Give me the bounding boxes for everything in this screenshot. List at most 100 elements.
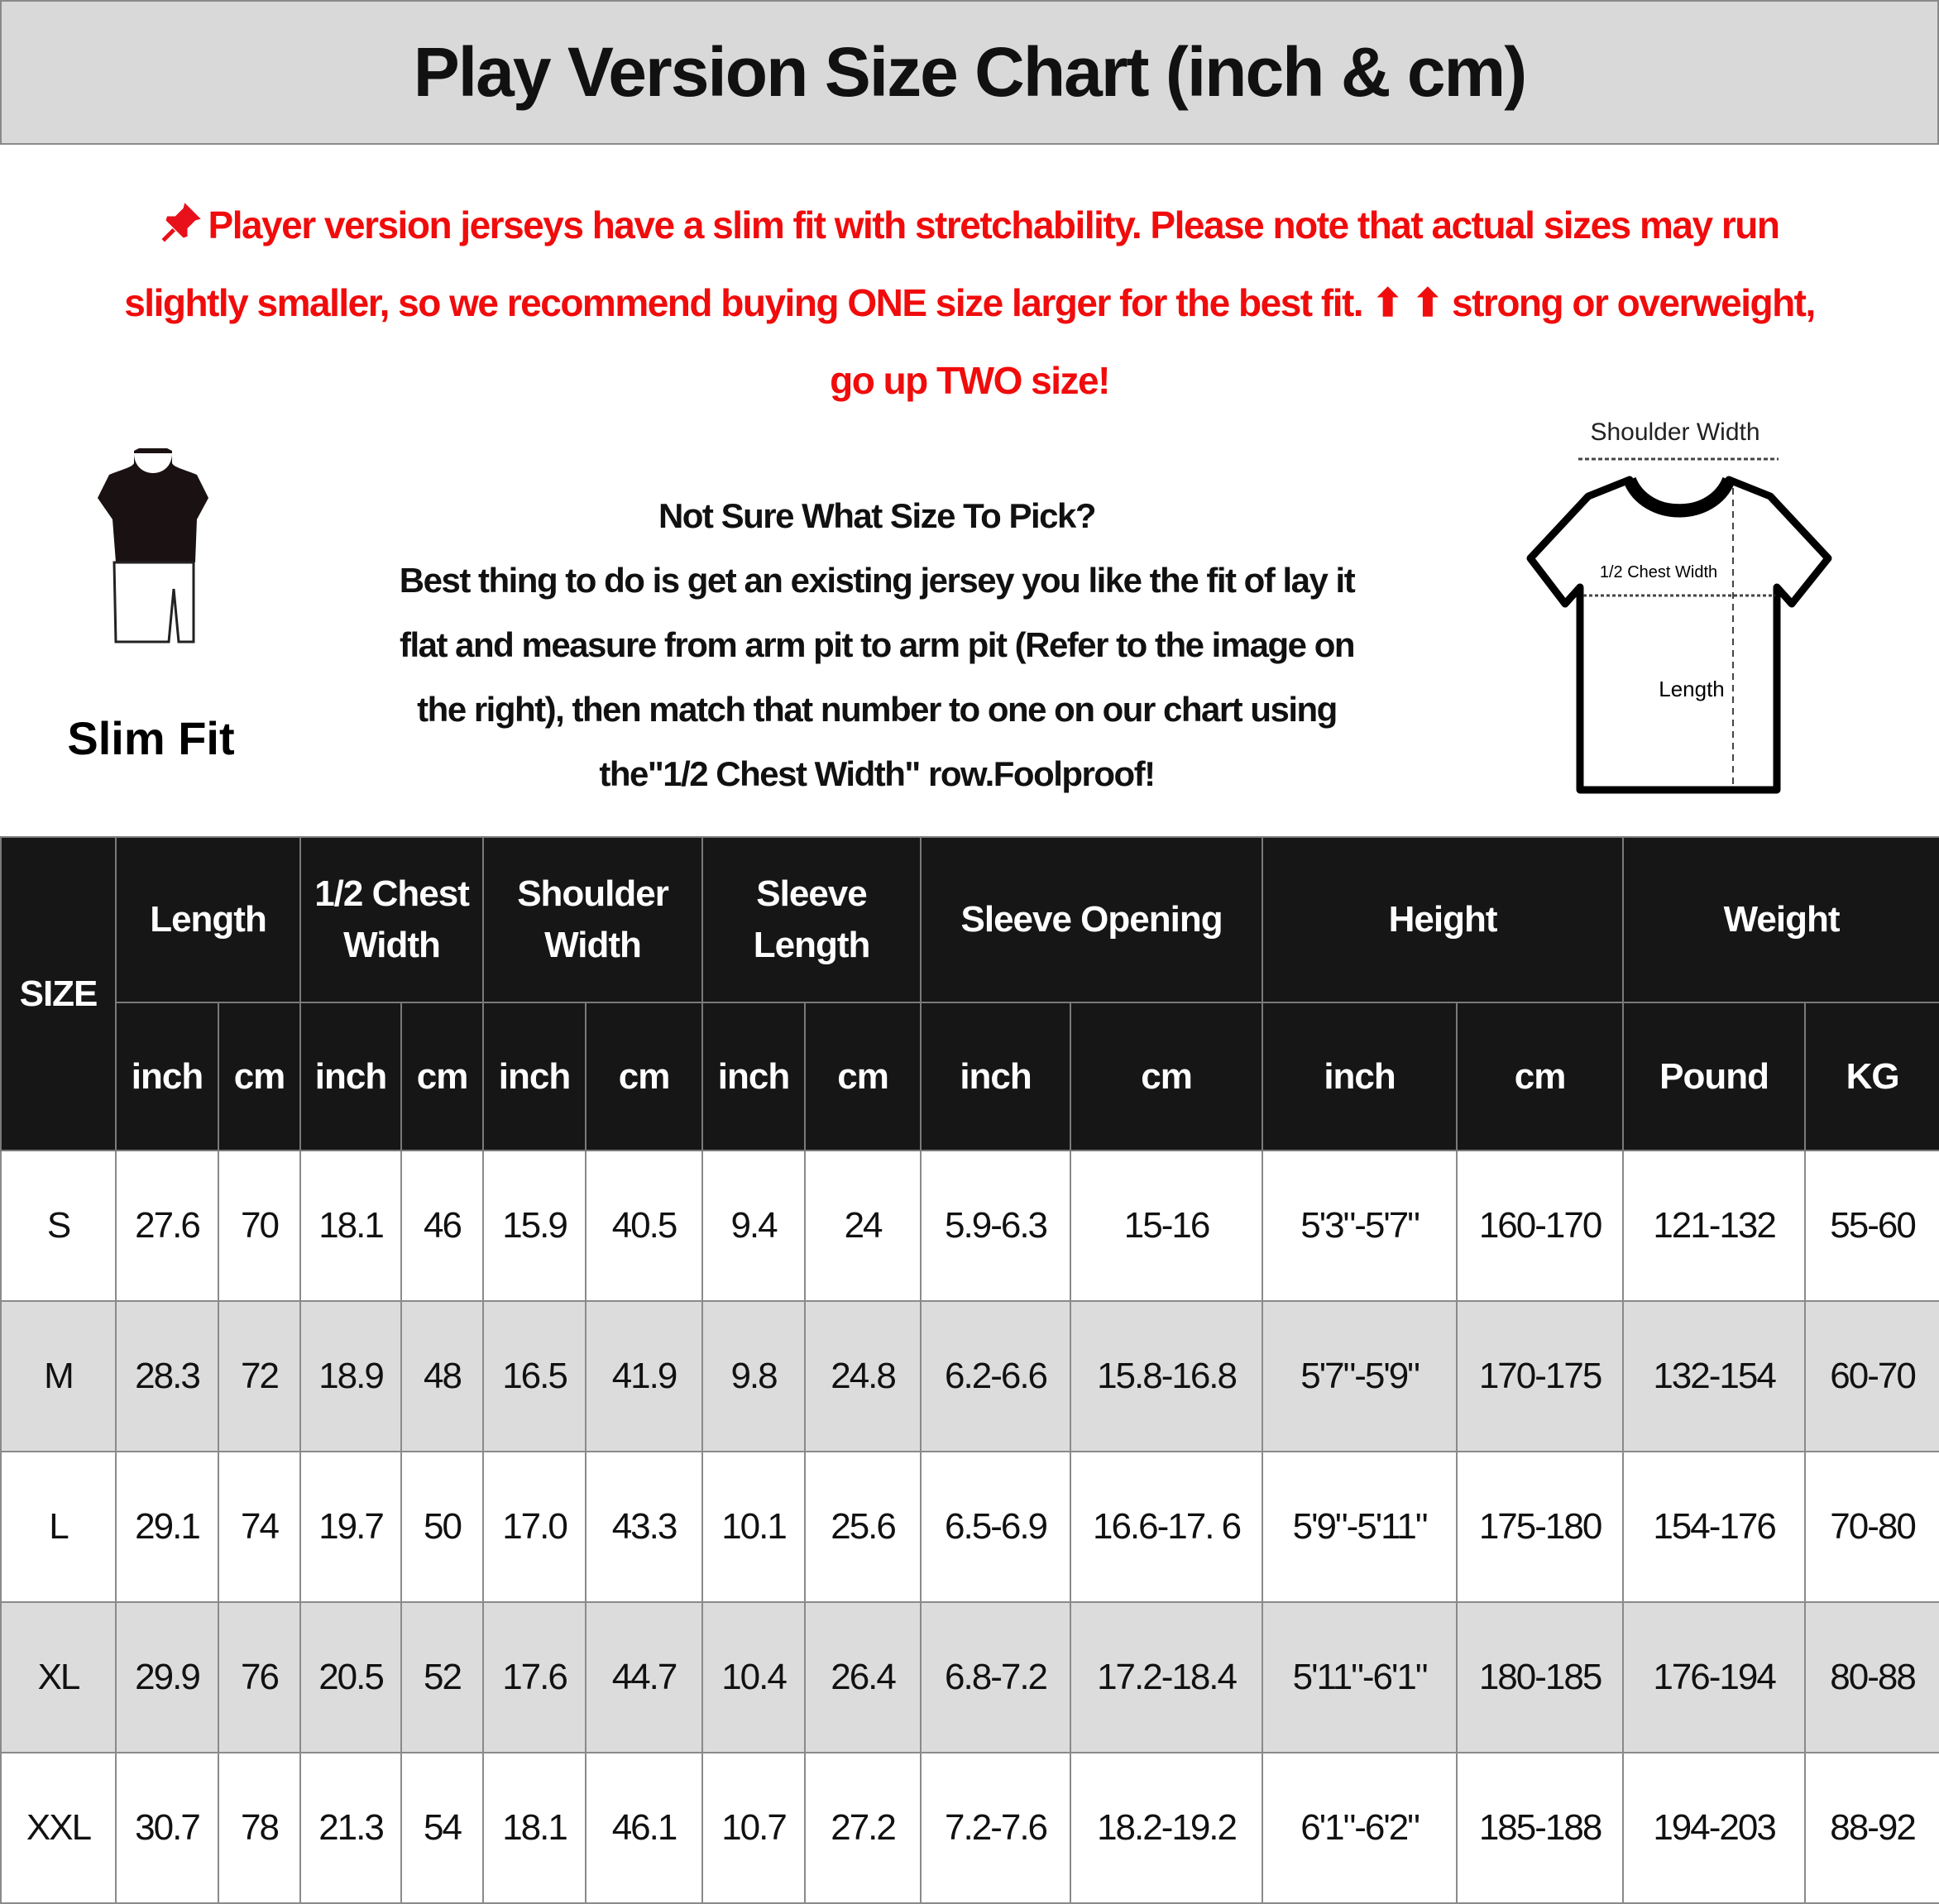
value-cell: 170-175	[1456, 1300, 1625, 1452]
guide-line: Best thing to do is get an existing jers…	[399, 561, 1356, 600]
value-cell: 160-170	[1456, 1150, 1625, 1302]
size-chart-table: SIZE Length 1/2 Chest Width Shoulder Width…	[0, 836, 1939, 1904]
unit-header: cm	[1456, 1002, 1625, 1151]
value-cell: 16.6-17. 6	[1070, 1451, 1264, 1603]
unit-header: cm	[1070, 1002, 1264, 1151]
value-cell: 41.9	[585, 1300, 704, 1452]
value-cell: 10.4	[701, 1601, 807, 1753]
slim-fit-label: Slim Fit	[67, 712, 235, 764]
guide-line: the right), then match that number to on…	[417, 690, 1338, 729]
slim-fit-mannequin-icon	[98, 448, 208, 643]
unit-header: Pound	[1622, 1002, 1807, 1151]
size-cell: XXL	[0, 1752, 117, 1904]
value-cell: 19.7	[299, 1451, 403, 1603]
guide-line: the"1/2 Chest Width" row.Foolproof!	[599, 754, 1156, 793]
size-cell: L	[0, 1451, 117, 1603]
value-cell: 6.8-7.2	[920, 1601, 1072, 1753]
value-cell: 17.2-18.4	[1070, 1601, 1264, 1753]
value-cell: 21.3	[299, 1752, 403, 1904]
value-cell: 5.9-6.3	[920, 1150, 1072, 1302]
value-cell: 15.8-16.8	[1070, 1300, 1264, 1452]
table-row: S 27.6 70 18.1 46 15.9 40.5 9.4 24 5.9-6.3 15-16 5'…	[0, 1150, 1939, 1302]
group-header-weight: Weight	[1622, 836, 1939, 1003]
value-cell: 18.1	[482, 1752, 587, 1904]
value-cell: 52	[400, 1601, 485, 1753]
page-title: Play Version Size Chart (inch & cm)	[413, 33, 1527, 111]
value-cell: 27.6	[115, 1150, 219, 1302]
value-cell: 78	[217, 1752, 302, 1904]
value-cell: 5'7"-5'9"	[1262, 1300, 1458, 1452]
unit-header: inch	[920, 1002, 1072, 1151]
value-cell: 43.3	[585, 1451, 704, 1603]
value-cell: 175-180	[1456, 1451, 1625, 1603]
value-cell: 15-16	[1070, 1150, 1264, 1302]
value-cell: 28.3	[115, 1300, 219, 1452]
value-cell: 46	[400, 1150, 485, 1302]
value-cell: 17.0	[482, 1451, 587, 1603]
value-cell: 16.5	[482, 1300, 587, 1452]
value-cell: 7.2-7.6	[920, 1752, 1072, 1904]
guide-heading: Not Sure What Size To Pick?	[658, 496, 1097, 535]
unit-header: KG	[1804, 1002, 1939, 1151]
value-cell: 72	[217, 1300, 302, 1452]
pushpin-icon	[161, 203, 201, 242]
value-cell: 176-194	[1622, 1601, 1807, 1753]
size-guide-text: Not Sure What Size To Pick? Best thing t…	[265, 484, 1489, 806]
value-cell: 121-132	[1622, 1150, 1807, 1302]
value-cell: 48	[400, 1300, 485, 1452]
group-header-sleeve-length: Sleeve Length	[701, 836, 922, 1003]
fit-notice: Player version jerseys have a slim fit w…	[8, 186, 1931, 419]
value-cell: 185-188	[1456, 1752, 1625, 1904]
value-cell: 30.7	[115, 1752, 219, 1904]
group-header-shoulder: Shoulder Width	[482, 836, 704, 1003]
unit-header: inch	[299, 1002, 403, 1151]
value-cell: 5'11"-6'1"	[1262, 1601, 1458, 1753]
value-cell: 9.8	[701, 1300, 807, 1452]
value-cell: 10.7	[701, 1752, 807, 1904]
size-cell: XL	[0, 1601, 117, 1753]
value-cell: 27.2	[804, 1752, 922, 1904]
notice-line-3: go up TWO size!	[830, 359, 1110, 402]
value-cell: 132-154	[1622, 1300, 1807, 1452]
value-cell: 9.4	[701, 1150, 807, 1302]
header-row-units: inch cm inch cm inch cm inch cm inch cm inch cm Poun…	[1, 1002, 1939, 1151]
notice-line-1: Player version jerseys have a slim fit w…	[208, 203, 1780, 246]
up-arrows-icon: ⬆ ⬆	[1372, 281, 1443, 324]
size-cell: M	[0, 1300, 117, 1452]
value-cell: 44.7	[585, 1601, 704, 1753]
title-bar: Play Version Size Chart (inch & cm)	[0, 0, 1939, 145]
value-cell: 74	[217, 1451, 302, 1603]
notice-line-2a: slightly smaller, so we recommend buying…	[124, 281, 1363, 324]
table-row: L 29.1 74 19.7 50 17.0 43.3 10.1 25.6 6.5-6.9 16.6…	[0, 1451, 1939, 1603]
value-cell: 70	[217, 1150, 302, 1302]
unit-header: inch	[115, 1002, 219, 1151]
value-cell: 54	[400, 1752, 485, 1904]
size-header: SIZE	[0, 836, 117, 1151]
value-cell: 18.1	[299, 1150, 403, 1302]
group-header-sleeve-opening: Sleeve Opening	[920, 836, 1264, 1003]
group-header-length: Length	[114, 836, 302, 1003]
value-cell: 50	[400, 1451, 485, 1603]
value-cell: 26.4	[804, 1601, 922, 1753]
value-cell: 24.8	[804, 1300, 922, 1452]
value-cell: 6'1"-6'2"	[1262, 1752, 1458, 1904]
value-cell: 55-60	[1804, 1150, 1939, 1302]
value-cell: 29.1	[115, 1451, 219, 1603]
value-cell: 17.6	[482, 1601, 587, 1753]
value-cell: 46.1	[585, 1752, 704, 1904]
value-cell: 88-92	[1804, 1752, 1939, 1904]
chest-width-label: 1/2 Chest Width	[1600, 563, 1717, 581]
value-cell: 70-80	[1804, 1451, 1939, 1603]
table-row: M 28.3 72 18.9 48 16.5 41.9 9.8 24.8 6.2-6.6 15.8-…	[0, 1300, 1939, 1452]
value-cell: 29.9	[115, 1601, 219, 1753]
value-cell: 20.5	[299, 1601, 403, 1753]
value-cell: 76	[217, 1601, 302, 1753]
table-row: XL 29.9 76 20.5 52 17.6 44.7 10.4 26.4 6.8-7.2 17.…	[0, 1601, 1939, 1753]
unit-header: cm	[217, 1002, 302, 1151]
value-cell: 6.5-6.9	[920, 1451, 1072, 1603]
unit-header: cm	[585, 1002, 704, 1151]
table-row: XXL 30.7 78 21.3 54 18.1 46.1 10.7 27.2 7.2-7.6 18…	[0, 1752, 1939, 1904]
value-cell: 10.1	[701, 1451, 807, 1603]
value-cell: 40.5	[585, 1150, 704, 1302]
value-cell: 180-185	[1456, 1601, 1625, 1753]
